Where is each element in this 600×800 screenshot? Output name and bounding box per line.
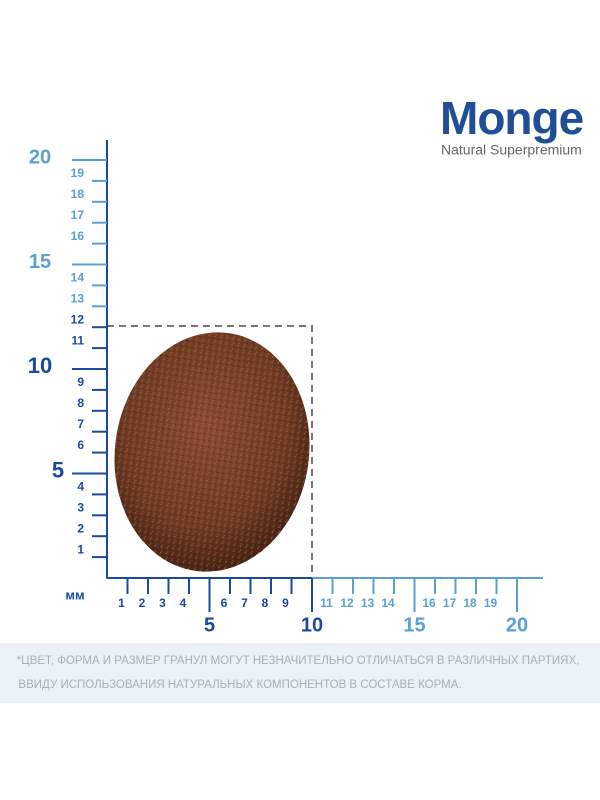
kibble-texture xyxy=(114,332,310,572)
x-label: 13 xyxy=(361,596,375,610)
y-label: 16 xyxy=(71,229,85,243)
brand-name: Monge xyxy=(440,92,584,144)
y-major-label: 20 xyxy=(29,146,51,168)
y-label: 13 xyxy=(71,291,85,305)
x-label: 14 xyxy=(381,596,395,610)
unit-label: мм xyxy=(65,587,84,602)
x-label: 9 xyxy=(282,596,289,610)
x-label: 12 xyxy=(340,596,354,610)
x-label: 3 xyxy=(159,596,166,610)
x-label: 7 xyxy=(241,596,248,610)
kibble xyxy=(114,332,310,572)
y-label: 4 xyxy=(77,480,84,494)
size-box xyxy=(106,325,313,579)
x-major-label: 10 xyxy=(301,614,323,636)
y-major-label: 5 xyxy=(52,457,64,482)
y-label: 19 xyxy=(71,166,85,180)
x-label: 6 xyxy=(221,596,228,610)
y-label: 9 xyxy=(77,375,84,389)
x-label: 16 xyxy=(422,596,436,610)
y-label: 1 xyxy=(77,542,84,556)
x-major-label: 20 xyxy=(506,614,528,636)
y-label: 18 xyxy=(71,187,85,201)
x-label: 17 xyxy=(443,596,457,610)
x-label: 4 xyxy=(180,596,187,610)
y-label: 11 xyxy=(71,333,84,347)
y-label: 12 xyxy=(71,312,85,326)
x-label: 2 xyxy=(139,596,146,610)
y-label: 17 xyxy=(71,208,85,222)
x-major-label: 5 xyxy=(204,614,215,636)
x-label: 1 xyxy=(118,596,125,610)
x-label: 19 xyxy=(484,596,498,610)
x-label: 8 xyxy=(262,596,269,610)
brand-tagline: Natural Superpremium xyxy=(441,142,582,158)
note-band xyxy=(0,643,600,703)
y-label: 6 xyxy=(77,438,84,452)
note-line: ВВИДУ ИСПОЛЬЗОВАНИЯ НАТУРАЛЬНЫХ КОМПОНЕН… xyxy=(18,679,461,691)
y-label: 3 xyxy=(77,500,84,514)
x-label: 11 xyxy=(320,596,333,610)
y-label: 2 xyxy=(77,521,84,535)
y-major-label: 10 xyxy=(28,353,52,378)
y-label: 8 xyxy=(77,396,84,410)
note-line: *ЦВЕТ, ФОРМА И РАЗМЕР ГРАНУЛ МОГУТ НЕЗНА… xyxy=(17,655,580,667)
y-major-label: 15 xyxy=(29,251,51,273)
y-label: 7 xyxy=(77,417,84,431)
x-label: 18 xyxy=(463,596,477,610)
x-major-label: 15 xyxy=(403,614,425,636)
y-label: 14 xyxy=(71,271,85,285)
